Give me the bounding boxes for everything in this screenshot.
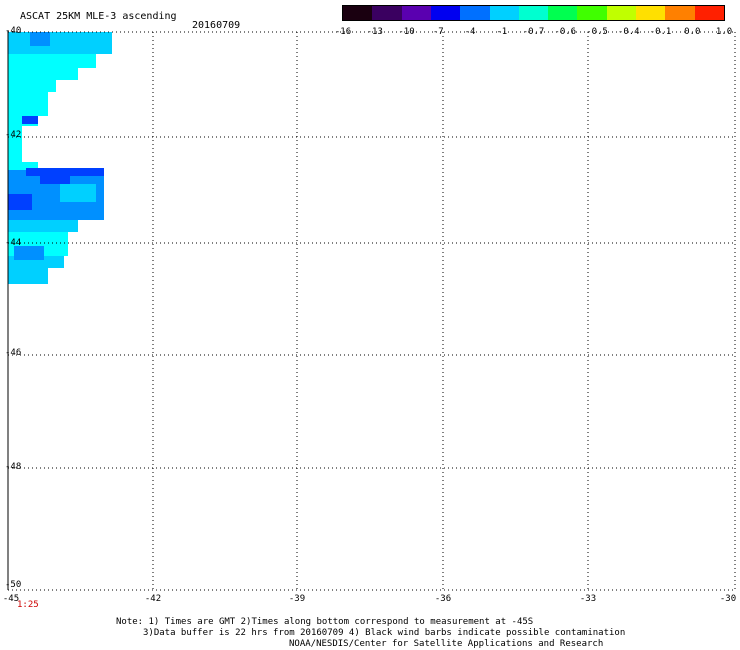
swath-cell <box>30 32 50 46</box>
colorbar-segment <box>606 6 637 20</box>
colorbar-segment <box>665 6 696 20</box>
map-date: 20160709 <box>192 20 241 31</box>
colorbar-tick-label: -13 <box>366 27 383 37</box>
colorbar <box>342 5 725 21</box>
note-line-2: 3)Data buffer is 22 hrs from 20160709 4)… <box>143 628 626 638</box>
note-line-1: Note: 1) Times are GMT 2)Times along bot… <box>116 617 534 627</box>
colorbar-tick-label: -0.6 <box>554 27 577 37</box>
colorbar-segment <box>548 6 578 20</box>
colorbar-segment <box>401 6 432 20</box>
credit-line: NOAA/NESDIS/Center for Satellite Applica… <box>289 639 604 649</box>
x-tick-label: -36 <box>434 594 452 604</box>
colorbar-segment <box>694 6 725 20</box>
colorbar-segment <box>636 6 666 20</box>
swath-cell <box>8 126 22 162</box>
swath-cell <box>8 92 48 116</box>
colorbar-segment <box>577 6 608 20</box>
swath-cell <box>40 174 70 184</box>
colorbar-segment <box>372 6 403 20</box>
colorbar-segment <box>460 6 491 20</box>
swath-cell <box>8 220 78 232</box>
y-tick-label: -44 <box>5 238 22 248</box>
swath-cell <box>8 162 38 170</box>
swath-cell <box>14 246 44 260</box>
colorbar-segment <box>430 6 461 20</box>
swath-cell <box>8 54 96 68</box>
map-title: ASCAT 25KM MLE-3 ascending <box>20 11 177 22</box>
swath-cell <box>8 80 56 92</box>
colorbar-tick-label: -7 <box>432 27 444 37</box>
swath-cell <box>60 184 96 202</box>
y-tick-label: -48 <box>5 462 22 472</box>
colorbar-tick-label: -16 <box>334 27 352 37</box>
swath-cell <box>8 194 32 210</box>
swath-cell <box>58 32 88 44</box>
y-tick-label: -46 <box>5 348 22 358</box>
x-tick-label: -42 <box>144 594 162 604</box>
swath-cell <box>26 168 104 176</box>
time-label: 1:25 <box>17 600 39 610</box>
x-tick-label: -33 <box>579 594 597 604</box>
y-tick-label: -50 <box>5 580 22 590</box>
colorbar-tick-label: -10 <box>398 27 415 37</box>
swath-cell <box>8 68 78 80</box>
swath-cell <box>22 116 38 124</box>
wind-swath <box>8 32 112 284</box>
colorbar-tick-label: -1 <box>496 27 508 37</box>
swath-cell <box>8 268 48 284</box>
x-tick-label: -30 <box>719 594 737 604</box>
graticule <box>8 31 736 591</box>
colorbar-tick-label: -0.7 <box>522 27 545 37</box>
y-tick-label: -42 <box>5 130 22 140</box>
colorbar-segment <box>489 6 520 20</box>
y-tick-label: -40 <box>5 26 22 36</box>
colorbar-tick-label: -4 <box>464 27 476 37</box>
colorbar-segment <box>343 6 373 20</box>
x-tick-label: -39 <box>288 594 306 604</box>
x-tick-label: -45 <box>2 594 20 604</box>
colorbar-segment <box>518 6 549 20</box>
